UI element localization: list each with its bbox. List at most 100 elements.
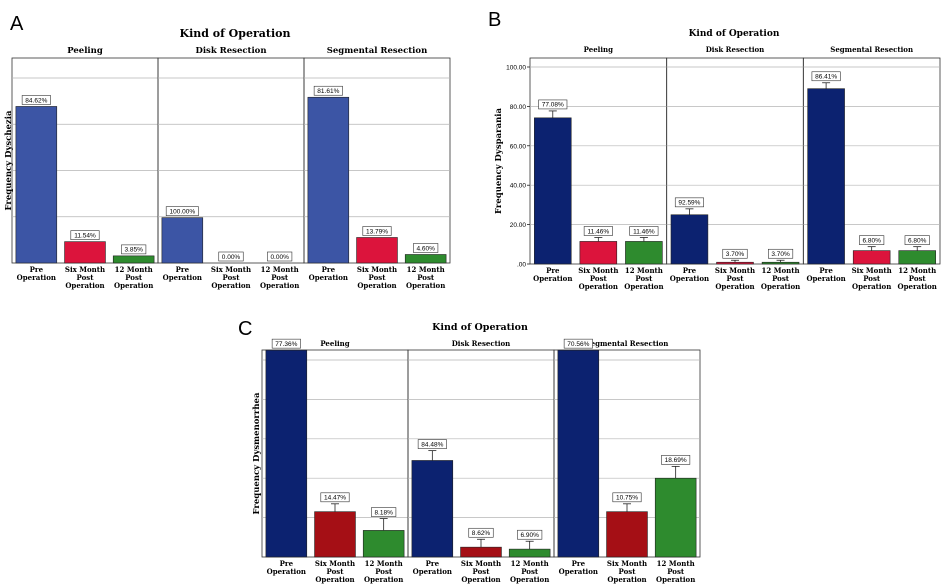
- bar: [761, 261, 800, 265]
- facet-segmental-resection: Segmental Resection86.41%PreOperation6.8…: [802, 45, 941, 291]
- category-label: Pre: [322, 265, 336, 274]
- facet-name: Segmental Resection: [327, 46, 428, 56]
- y-tick-label: 20.00: [510, 222, 527, 229]
- category-label: 12 Month: [898, 266, 936, 275]
- chart-panel-a: A Kind of Operation Frequency Dyschezia Pee…: [4, 13, 451, 290]
- bar: [716, 261, 754, 265]
- category-label: Operation: [211, 281, 250, 290]
- data-label: 92.59%: [678, 200, 700, 207]
- data-label-box: [417, 439, 447, 449]
- category-label: Operation: [357, 281, 396, 290]
- category-label: Operation: [624, 282, 663, 291]
- y-tick-label: 80.00: [510, 104, 527, 111]
- category-label: Post: [77, 273, 95, 282]
- bar: [852, 250, 891, 265]
- category-label: Operation: [715, 282, 754, 291]
- data-label-box: [271, 338, 301, 349]
- category-label: Post: [375, 567, 393, 576]
- category-label: Six Month: [578, 266, 618, 275]
- data-label-box: [538, 99, 568, 110]
- data-label: 6.80%: [862, 237, 881, 244]
- bar: [314, 511, 356, 558]
- category-label: Operation: [413, 567, 452, 576]
- data-label: 11.54%: [74, 232, 96, 239]
- category-label: Operation: [406, 281, 445, 290]
- chart-title: Kind of Operation: [432, 322, 528, 333]
- data-label: 8.18%: [374, 509, 393, 516]
- data-label-box: [468, 527, 494, 538]
- category-label: Post: [417, 273, 435, 282]
- category-label: Post: [473, 567, 491, 576]
- bar: [112, 255, 155, 264]
- facet-name: Disk Resection: [452, 339, 511, 348]
- category-label: Pre: [546, 266, 560, 275]
- category-label: Pre: [683, 266, 697, 275]
- category-label: Operation: [163, 273, 202, 282]
- category-label: Pre: [426, 559, 440, 568]
- data-label-box: [267, 251, 293, 262]
- bar: [265, 349, 308, 558]
- category-label: Post: [727, 274, 745, 283]
- category-label: Post: [327, 567, 345, 576]
- bar: [460, 546, 502, 558]
- category-label: Post: [667, 567, 685, 576]
- facet-segmental-resection: Segmental Resection70.56%PreOperation10.…: [553, 338, 701, 584]
- category-label: Post: [521, 567, 539, 576]
- data-label: 77.08%: [542, 102, 564, 109]
- y-axis-label: Frequency Dysparania: [494, 108, 504, 214]
- category-label: Pre: [280, 559, 294, 568]
- bar: [557, 349, 600, 558]
- facet-segmental-resection: Segmental Resection81.61%PreOperation13.…: [303, 46, 451, 290]
- chart-title: Kind of Operation: [689, 29, 780, 39]
- chart-panel-b: B Kind of Operation Frequency Dysparania .0…: [488, 9, 941, 291]
- category-label: Operation: [65, 281, 104, 290]
- bar: [362, 530, 405, 558]
- category-label: Operation: [806, 274, 845, 283]
- category-label: Operation: [114, 281, 153, 290]
- category-label: Operation: [761, 282, 800, 291]
- data-label-box: [612, 492, 642, 503]
- category-label: 12 Month: [407, 265, 445, 274]
- data-label: 0.00%: [222, 254, 241, 261]
- bar: [64, 241, 106, 264]
- data-label: 84.48%: [421, 441, 443, 448]
- data-label: 0.00%: [270, 254, 289, 261]
- panel-label: A: [10, 13, 24, 35]
- data-label-box: [517, 529, 543, 540]
- data-label-box: [218, 251, 244, 262]
- data-label-box: [674, 197, 704, 208]
- category-label: Operation: [670, 274, 709, 283]
- category-label: Pre: [572, 559, 586, 568]
- category-label: Six Month: [357, 265, 397, 274]
- facet-name: Peeling: [320, 339, 349, 348]
- bar: [307, 96, 350, 264]
- bar: [508, 548, 551, 558]
- bar: [579, 241, 618, 265]
- category-label: Post: [909, 274, 927, 283]
- chart-panel-c: C Kind of Operation Frequency Dysmenorrhea…: [238, 318, 701, 584]
- y-tick-label: 60.00: [510, 143, 527, 150]
- data-label-box: [859, 235, 885, 245]
- data-label-box: [121, 244, 147, 255]
- category-label: Post: [619, 567, 637, 576]
- data-label: 8.62%: [472, 530, 491, 537]
- category-label: Operation: [607, 575, 646, 584]
- data-label-box: [21, 95, 51, 105]
- category-label: Post: [125, 273, 143, 282]
- data-label-box: [722, 248, 748, 259]
- data-label-box: [362, 226, 392, 236]
- data-label: 86.41%: [815, 74, 837, 81]
- data-label: 3.70%: [771, 251, 790, 258]
- category-label: Operation: [898, 282, 937, 291]
- data-label: 6.90%: [520, 532, 539, 539]
- bar: [161, 217, 204, 264]
- category-label: Post: [271, 273, 289, 282]
- category-label: Six Month: [715, 266, 755, 275]
- category-label: 12 Month: [115, 265, 153, 274]
- bar: [606, 511, 648, 558]
- bar: [404, 254, 447, 264]
- bar: [898, 250, 936, 265]
